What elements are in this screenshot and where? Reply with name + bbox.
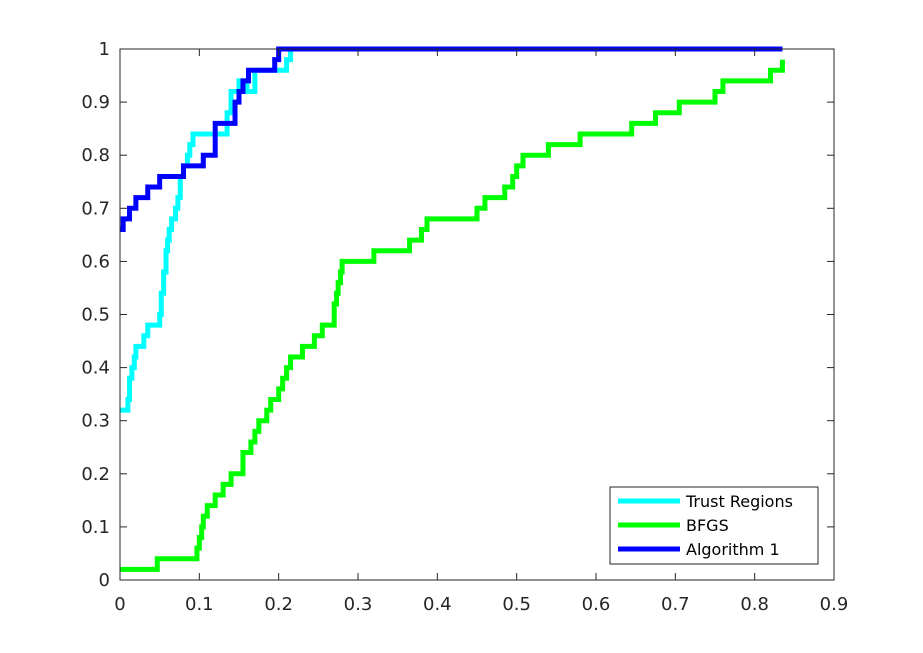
- y-tick-label: 0.5: [81, 305, 110, 326]
- y-tick-label: 0.1: [81, 517, 110, 538]
- y-tick-label: 0.8: [81, 145, 110, 166]
- series-line-2: [120, 46, 783, 233]
- y-tick-label: 0.3: [81, 411, 110, 432]
- x-tick-label: 0.8: [740, 594, 769, 615]
- y-tick-label: 1: [99, 39, 110, 60]
- legend: Trust Regions BFGS Algorithm 1: [609, 486, 819, 565]
- series-layer: [120, 46, 785, 572]
- x-tick-label: 0.7: [661, 594, 690, 615]
- legend-label-1: BFGS: [686, 516, 729, 535]
- series-line-0: [120, 46, 783, 413]
- x-tick-label: 0.3: [344, 594, 373, 615]
- y-tick-label: 0.4: [81, 358, 110, 379]
- x-tick-label: 0.6: [582, 594, 611, 615]
- y-tick-label: 0.7: [81, 198, 110, 219]
- y-tick-label: 0.2: [81, 464, 110, 485]
- x-tick-label: 0.9: [820, 594, 849, 615]
- tick-layer: 0 0.1 0.2 0.3 0.4 0.5 0.6 0.7 0.8 0.9 0 0.1 0.2 0.3 0.…: [81, 39, 848, 615]
- x-tick-label: 0.4: [423, 594, 452, 615]
- x-tick-label: 0: [114, 594, 125, 615]
- y-tick-label: 0: [99, 570, 110, 591]
- legend-label-2: Algorithm 1: [686, 540, 780, 559]
- x-tick-label: 0.5: [502, 594, 531, 615]
- y-tick-label: 0.6: [81, 251, 110, 272]
- legend-label-0: Trust Regions: [685, 492, 793, 511]
- y-tick-label: 0.9: [81, 92, 110, 113]
- x-tick-label: 0.2: [264, 594, 293, 615]
- series-line-1: [120, 59, 785, 572]
- x-tick-label: 0.1: [185, 594, 214, 615]
